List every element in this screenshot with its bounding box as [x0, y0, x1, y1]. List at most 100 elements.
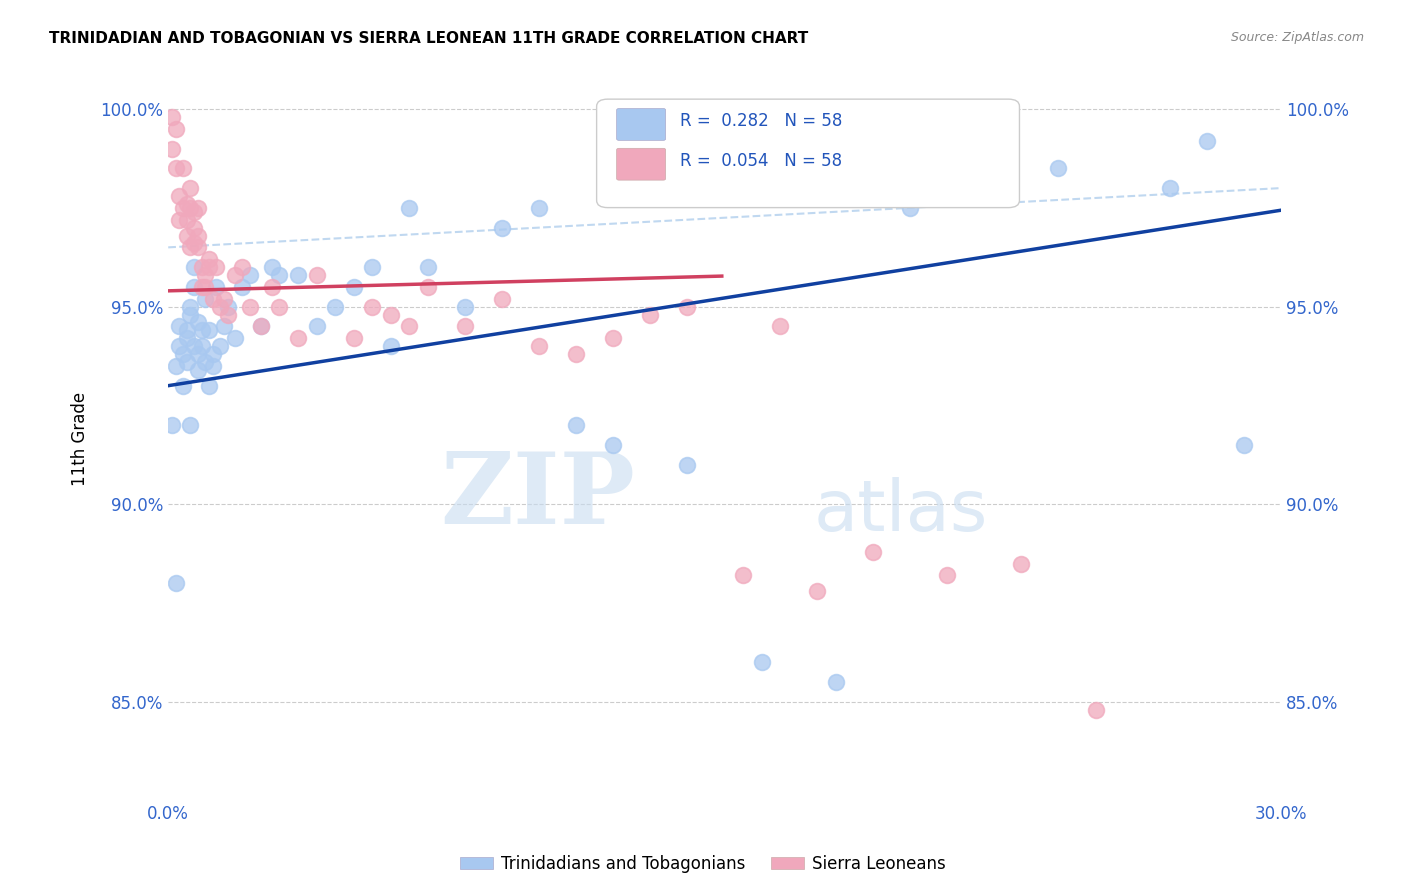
Point — [287, 331, 309, 345]
Point — [217, 308, 239, 322]
Point — [194, 355, 217, 369]
Point — [194, 280, 217, 294]
Point — [287, 268, 309, 282]
Point — [676, 458, 699, 472]
Point — [198, 323, 221, 337]
Point — [169, 339, 191, 353]
Point — [201, 292, 224, 306]
Point — [194, 268, 217, 282]
Point — [205, 280, 228, 294]
Point — [176, 212, 198, 227]
Point — [602, 331, 624, 345]
Legend: Trinidadians and Tobagonians, Sierra Leoneans: Trinidadians and Tobagonians, Sierra Leo… — [453, 848, 953, 880]
Point — [769, 319, 792, 334]
Point — [179, 308, 201, 322]
Point — [380, 308, 402, 322]
Point — [1084, 703, 1107, 717]
Point — [231, 280, 253, 294]
Point — [565, 347, 588, 361]
Point — [269, 268, 291, 282]
Point — [250, 319, 273, 334]
Point — [343, 331, 366, 345]
Point — [190, 339, 212, 353]
Point — [179, 201, 201, 215]
Point — [224, 331, 246, 345]
Text: ZIP: ZIP — [440, 449, 636, 545]
Point — [176, 331, 198, 345]
Point — [172, 347, 194, 361]
Point — [212, 319, 235, 334]
FancyBboxPatch shape — [596, 99, 1019, 208]
Point — [209, 300, 232, 314]
Point — [380, 339, 402, 353]
Point — [212, 292, 235, 306]
Point — [187, 315, 209, 329]
Point — [491, 292, 513, 306]
Point — [640, 308, 662, 322]
Point — [398, 319, 420, 334]
Point — [187, 228, 209, 243]
Point — [172, 378, 194, 392]
Point — [176, 355, 198, 369]
Point — [323, 300, 346, 314]
Point — [1195, 134, 1218, 148]
Text: R =  0.282   N = 58: R = 0.282 N = 58 — [681, 112, 842, 130]
Point — [1233, 438, 1256, 452]
Point — [187, 363, 209, 377]
Point — [250, 319, 273, 334]
Point — [676, 300, 699, 314]
Point — [343, 280, 366, 294]
Point — [190, 323, 212, 337]
Point — [183, 339, 205, 353]
Point — [262, 260, 284, 274]
Point — [179, 300, 201, 314]
Point — [239, 300, 262, 314]
Point — [179, 240, 201, 254]
Point — [201, 359, 224, 373]
Point — [160, 418, 183, 433]
Point — [172, 201, 194, 215]
Text: R =  0.054   N = 58: R = 0.054 N = 58 — [681, 152, 842, 169]
Point — [187, 347, 209, 361]
Point — [169, 189, 191, 203]
Point — [269, 300, 291, 314]
Point — [183, 204, 205, 219]
Point — [416, 260, 439, 274]
Point — [217, 300, 239, 314]
Y-axis label: 11th Grade: 11th Grade — [72, 392, 89, 486]
Point — [806, 584, 828, 599]
Point — [201, 347, 224, 361]
Point — [172, 161, 194, 176]
Point — [1010, 557, 1032, 571]
Point — [160, 142, 183, 156]
Point — [1159, 181, 1181, 195]
Text: TRINIDADIAN AND TOBAGONIAN VS SIERRA LEONEAN 11TH GRADE CORRELATION CHART: TRINIDADIAN AND TOBAGONIAN VS SIERRA LEO… — [49, 31, 808, 46]
Point — [183, 220, 205, 235]
Point — [416, 280, 439, 294]
Point — [169, 319, 191, 334]
Point — [198, 260, 221, 274]
Point — [183, 280, 205, 294]
Point — [898, 201, 921, 215]
Point — [824, 675, 846, 690]
Point — [179, 418, 201, 433]
FancyBboxPatch shape — [617, 109, 665, 140]
Point — [198, 378, 221, 392]
Point — [398, 201, 420, 215]
Point — [262, 280, 284, 294]
Point — [231, 260, 253, 274]
Point — [165, 161, 187, 176]
Point — [183, 260, 205, 274]
Text: Source: ZipAtlas.com: Source: ZipAtlas.com — [1230, 31, 1364, 45]
Point — [160, 110, 183, 124]
Point — [454, 319, 477, 334]
Point — [194, 292, 217, 306]
Point — [176, 197, 198, 211]
Point — [454, 300, 477, 314]
Point — [305, 319, 328, 334]
Point — [165, 359, 187, 373]
Point — [936, 568, 959, 582]
FancyBboxPatch shape — [617, 148, 665, 180]
Point — [224, 268, 246, 282]
Point — [179, 181, 201, 195]
